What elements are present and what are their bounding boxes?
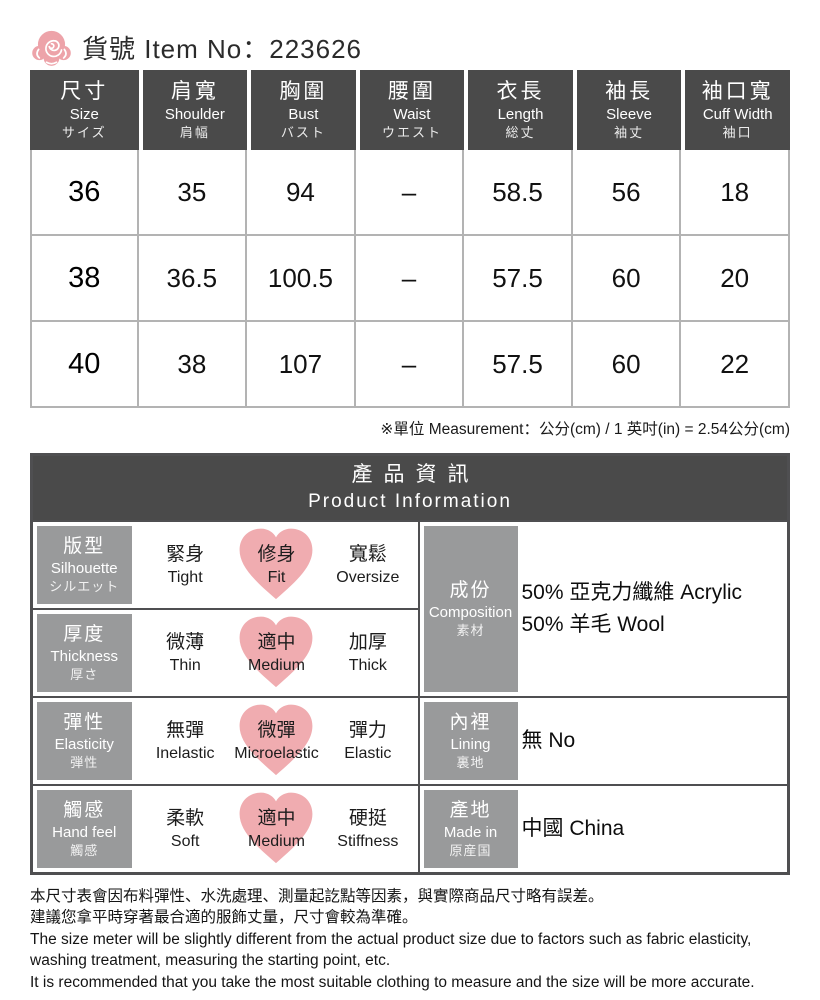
elasticity-label-cell: 彈性 Elasticity 弾性 — [31, 695, 136, 786]
size-cell: 58.5 — [464, 150, 573, 236]
size-cell: 60 — [572, 236, 682, 322]
option-medium-selected: 適中 Medium — [231, 616, 322, 687]
measurement-unit-note: ※單位 Measurement：公分(cm) / 1 英吋(in) = 2.54… — [380, 421, 790, 438]
size-cell: 38 — [138, 322, 248, 408]
size-cell: 20 — [681, 236, 790, 322]
lining-value: 無 No — [521, 695, 789, 786]
product-info-title: 產品資訊 Product Information — [31, 453, 789, 522]
size-cell: 40 — [30, 322, 139, 408]
composition-value: 50% 亞克力纖維 Acrylic 50% 羊毛 Wool — [521, 519, 789, 698]
lining-label: 內裡 Lining 裏地 — [423, 701, 518, 780]
option-inelastic: 無彈 Inelastic — [155, 719, 215, 762]
composition-label-cell: 成份 Composition 素材 — [418, 519, 522, 698]
option-stiffness: 硬挺 Stiffness — [337, 807, 399, 850]
size-cell: 100.5 — [247, 236, 356, 322]
silhouette-label-cell: 版型 Silhouette シルエット — [31, 519, 136, 610]
size-table-header-shoulder: 肩寬 Shoulder 肩幅 — [138, 70, 248, 150]
size-cell: – — [355, 322, 465, 408]
size-cell: 35 — [138, 150, 248, 236]
thickness-label-cell: 厚度 Thickness 厚さ — [31, 607, 136, 698]
option-oversize: 寬鬆 Oversize — [336, 543, 400, 586]
size-table-header-cuff-width: 袖口寬 Cuff Width 袖口 — [681, 70, 790, 150]
size-table-header-bust: 胸圍 Bust バスト — [247, 70, 356, 150]
thickness-options-cell: 微薄 Thin 適中 Medium — [135, 607, 420, 698]
option-medium-selected: 適中 Medium — [231, 792, 322, 863]
size-table-header-waist: 腰圍 Waist ウエスト — [355, 70, 465, 150]
handfeel-row: 觸感 Hand feel 觸感 柔軟 Soft — [31, 783, 789, 874]
elasticity-row: 彈性 Elasticity 弾性 無彈 Inelastic — [31, 695, 789, 786]
handfeel-label-cell: 觸感 Hand feel 觸感 — [31, 783, 136, 874]
silhouette-options-cell: 緊身 Tight 修身 Fit — [135, 519, 420, 610]
size-cell: – — [355, 236, 465, 322]
madein-label: 產地 Made in 原産国 — [423, 789, 518, 868]
silhouette-row: 版型 Silhouette シルエット 緊身 Tight — [31, 519, 789, 698]
size-row-36: 36 35 94 – 58.5 56 18 — [30, 150, 790, 236]
size-table-header-sleeve: 袖長 Sleeve 袖丈 — [572, 70, 682, 150]
option-soft: 柔軟 Soft — [166, 807, 205, 850]
size-cell: 107 — [247, 322, 356, 408]
composition-label: 成份 Composition 素材 — [423, 525, 518, 692]
disclaimer-line: It is recommended that you take the most… — [30, 973, 755, 991]
size-row-40: 40 38 107 – 57.5 60 22 — [30, 322, 790, 408]
madein-value: 中國 China — [521, 783, 789, 874]
elasticity-label: 彈性 Elasticity 弾性 — [37, 701, 132, 780]
option-microelastic-selected: 微彈 Microelastic — [231, 704, 322, 775]
size-cell: – — [355, 150, 465, 236]
size-cell: 56 — [572, 150, 682, 236]
elasticity-options-cell: 無彈 Inelastic 微彈 Microelastic — [135, 695, 420, 786]
size-cell: 36.5 — [138, 236, 248, 322]
size-table: 尺寸 Size サイズ 肩寬 Shoulder 肩幅 胸圍 Bust バスト 腰… — [30, 70, 790, 408]
option-elastic: 彈力 Elastic — [344, 719, 392, 762]
handfeel-options-cell: 柔軟 Soft 適中 Medium — [135, 783, 420, 874]
lining-label-cell: 內裡 Lining 裏地 — [418, 695, 522, 786]
thickness-row: 厚度 Thickness 厚さ 微薄 Thin — [31, 607, 789, 698]
disclaimer-line: 本尺寸表會因布料彈性、水洗處理、測量起訖點等因素，與實際商品尺寸略有誤差。 — [30, 887, 604, 905]
disclaimer-line: washing treatment, measuring the startin… — [30, 952, 391, 969]
size-cell: 36 — [30, 150, 139, 236]
handfeel-label: 觸感 Hand feel 觸感 — [37, 789, 132, 868]
option-thin: 微薄 Thin — [166, 631, 205, 674]
heart-icon — [240, 528, 313, 599]
thickness-label: 厚度 Thickness 厚さ — [37, 613, 132, 692]
rose-icon — [32, 30, 71, 66]
size-table-header-size: 尺寸 Size サイズ — [30, 70, 139, 150]
size-cell: 60 — [572, 322, 682, 408]
option-thick: 加厚 Thick — [348, 631, 387, 674]
option-fit-selected: 修身 Fit — [231, 528, 322, 599]
page-title: 貨號 Item No：223626 — [82, 34, 363, 64]
size-table-header-row: 尺寸 Size サイズ 肩寬 Shoulder 肩幅 胸圍 Bust バスト 腰… — [30, 70, 790, 150]
product-info-table: 產品資訊 Product Information 版型 Silhouette シ… — [30, 453, 790, 875]
disclaimer-line: The size meter will be slightly differen… — [30, 930, 752, 948]
size-cell: 57.5 — [464, 322, 573, 408]
size-cell: 57.5 — [464, 236, 573, 322]
size-cell: 94 — [247, 150, 356, 236]
madein-label-cell: 產地 Made in 原産国 — [418, 783, 522, 874]
size-cell: 22 — [681, 322, 790, 408]
disclaimer-line: 建議您拿平時穿著最合適的服飾丈量，尺寸會較為準確。 — [30, 909, 418, 926]
product-info-header-row: 產品資訊 Product Information — [31, 453, 789, 522]
heart-icon — [240, 792, 313, 863]
size-cell: 38 — [30, 236, 139, 322]
disclaimer: 本尺寸表會因布料彈性、水洗處理、測量起訖點等因素，與實際商品尺寸略有誤差。 建議… — [30, 886, 790, 994]
size-cell: 18 — [681, 150, 790, 236]
option-tight: 緊身 Tight — [166, 543, 205, 586]
silhouette-label: 版型 Silhouette シルエット — [37, 525, 132, 604]
page: 貨號 Item No：223626 尺寸 Size サイズ 肩寬 Shoulde… — [30, 0, 790, 993]
size-row-38: 38 36.5 100.5 – 57.5 60 20 — [30, 236, 790, 322]
item-number-header: 貨號 Item No：223626 — [30, 0, 790, 70]
heart-icon — [240, 616, 313, 687]
heart-icon — [240, 704, 313, 775]
size-table-header-length: 衣長 Length 総丈 — [464, 70, 573, 150]
